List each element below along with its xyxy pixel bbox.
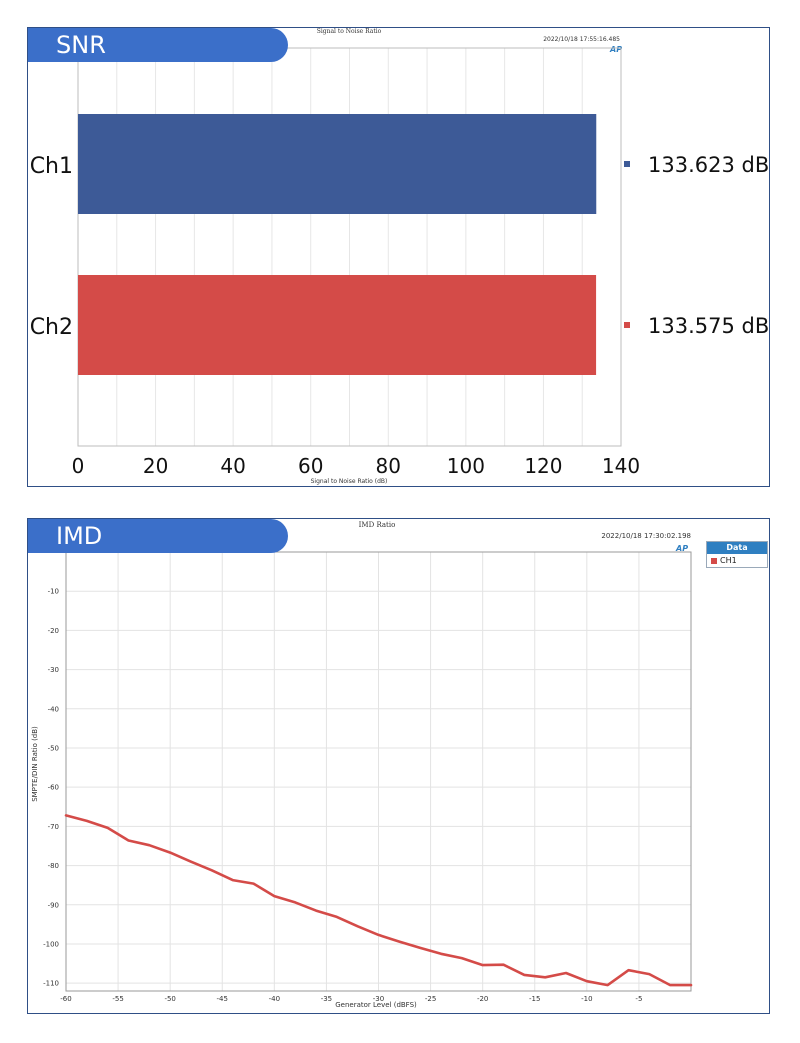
imd-x-tick-label: -45 [217, 995, 228, 1003]
imd-x-tick-label: -10 [581, 995, 592, 1003]
imd-y-tick-label: -90 [48, 901, 59, 909]
imd-grid [65, 551, 692, 992]
imd-y-tick-label: -80 [48, 862, 59, 870]
imd-logo-icon: AP [675, 544, 688, 553]
imd-y-tick-label: -100 [43, 940, 59, 948]
imd-y-tick-label: -110 [43, 980, 59, 988]
imd-x-tick-label: -40 [269, 995, 280, 1003]
legend-title: Data [707, 542, 767, 554]
imd-legend: Data CH1 [706, 541, 768, 568]
imd-y-tick-label: -60 [48, 784, 59, 792]
imd-chart-title: IMD Ratio [359, 521, 396, 529]
snr-x-tick-label: 80 [376, 454, 401, 478]
imd-chart: IMD Ratio 2022/10/18 17:30:02.198 AP -60… [31, 521, 693, 1009]
snr-x-tick-label: 0 [72, 454, 85, 478]
imd-plot-frame [65, 551, 692, 992]
imd-x-axis-label: Generator Level (dBFS) [335, 1001, 417, 1009]
snr-timestamp: 2022/10/18 17:55:16.485 [543, 36, 620, 43]
imd-timestamp: 2022/10/18 17:30:02.198 [601, 532, 691, 540]
snr-x-tick-label: 100 [447, 454, 485, 478]
snr-chart-title: Signal to Noise Ratio [317, 28, 382, 35]
snr-tab-label: SNR [28, 28, 288, 62]
imd-axis: -60 -55 -50 -45 -40 -35 -30 -25 -20 -15 -10 -5 -10 -2… [43, 588, 642, 1003]
imd-x-tick-label: -25 [425, 995, 436, 1003]
imd-y-tick-label: -10 [48, 588, 59, 596]
imd-y-axis-label: SMPTE/DIN Ratio (dB) [31, 726, 39, 802]
imd-line-series [64, 814, 693, 987]
imd-x-tick-label: -15 [529, 995, 540, 1003]
imd-y-tick-label: -50 [48, 744, 59, 752]
legend-item-ch1[interactable]: CH1 [707, 554, 767, 567]
imd-y-tick-label: -20 [48, 627, 59, 635]
snr-x-axis-label: Signal to Noise Ratio (dB) [311, 478, 388, 485]
imd-y-tick-label: -70 [48, 823, 59, 831]
legend-swatch-icon [711, 557, 717, 564]
snr-value-marker-icon [624, 161, 630, 167]
imd-y-tick-label: -40 [48, 705, 59, 713]
imd-x-tick-label: -35 [321, 995, 332, 1003]
snr-panel: Signal to Noise Ratio 2022/10/18 17:55:1… [27, 27, 770, 487]
imd-tab-label: IMD [28, 519, 288, 553]
snr-category-label: Ch2 [30, 315, 73, 340]
snr-value-marker-icon [624, 322, 630, 328]
svg-text:AP: AP [675, 544, 688, 553]
snr-bar-ch2 [78, 275, 597, 375]
imd-y-tick-label: -30 [48, 666, 59, 674]
imd-x-tick-label: -30 [373, 995, 384, 1003]
snr-logo-icon: AP [609, 45, 622, 54]
imd-x-tick-label: -50 [164, 995, 175, 1003]
snr-chart: Signal to Noise Ratio 2022/10/18 17:55:1… [30, 28, 769, 485]
imd-x-tick-label: -5 [635, 995, 642, 1003]
legend-item-label: CH1 [720, 556, 737, 565]
snr-x-tick-label: 140 [602, 454, 640, 478]
snr-x-tick-label: 20 [143, 454, 168, 478]
svg-text:AP: AP [609, 45, 622, 54]
snr-plot-frame [77, 47, 622, 447]
imd-x-tick-label: -60 [60, 995, 71, 1003]
snr-x-tick-label: 60 [298, 454, 323, 478]
snr-grid [77, 47, 622, 447]
snr-bar-ch1 [78, 114, 597, 214]
imd-x-tick-label: -55 [112, 995, 123, 1003]
imd-x-tick-label: -20 [477, 995, 488, 1003]
snr-bars [78, 114, 597, 375]
snr-value-label: 133.623 dB [648, 153, 769, 177]
snr-x-tick-label: 40 [220, 454, 245, 478]
snr-x-tick-label: 120 [524, 454, 562, 478]
imd-panel: IMD Ratio 2022/10/18 17:30:02.198 AP -60… [27, 518, 770, 1014]
imd-series-line-ch1 [64, 814, 693, 987]
snr-value-label: 133.575 dB [648, 314, 769, 338]
snr-category-label: Ch1 [30, 154, 73, 179]
snr-axis: Ch1 133.623 dB Ch2 133.575 dB 0 20 40 60 80 100 12… [30, 153, 769, 478]
